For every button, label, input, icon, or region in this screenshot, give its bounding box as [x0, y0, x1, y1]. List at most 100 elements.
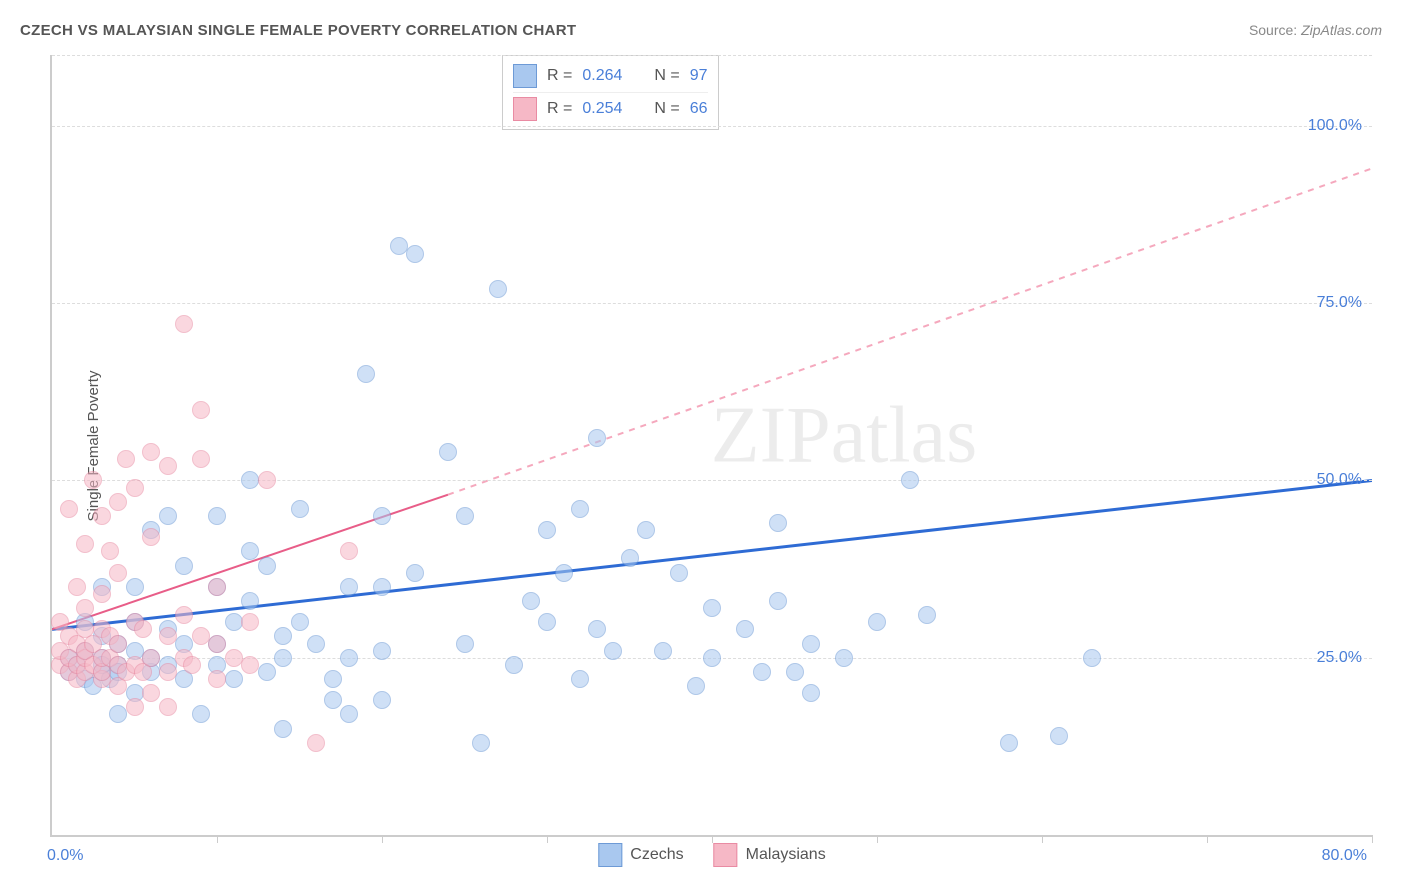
chart-title: CZECH VS MALAYSIAN SINGLE FEMALE POVERTY… — [20, 22, 576, 39]
data-point — [208, 635, 226, 653]
data-point — [274, 627, 292, 645]
data-point — [208, 507, 226, 525]
data-point — [241, 542, 259, 560]
data-point — [538, 521, 556, 539]
legend-item: Malaysians — [714, 843, 826, 867]
data-point — [241, 656, 259, 674]
data-point — [241, 613, 259, 631]
y-tick-label: 100.0% — [1308, 117, 1362, 135]
data-point — [192, 401, 210, 419]
gridline — [52, 303, 1372, 304]
data-point — [258, 557, 276, 575]
data-point — [588, 620, 606, 638]
source-attribution: Source: ZipAtlas.com — [1249, 22, 1382, 38]
y-tick-label: 50.0% — [1317, 471, 1362, 489]
legend-swatch — [714, 843, 738, 867]
data-point — [637, 521, 655, 539]
x-tick — [1372, 835, 1373, 843]
data-point — [258, 471, 276, 489]
watermark-text: ZIPatlas — [711, 391, 978, 479]
data-point — [109, 635, 127, 653]
data-point — [1000, 734, 1018, 752]
legend-stat-row: R =0.254N =66 — [513, 92, 708, 123]
data-point — [868, 613, 886, 631]
data-point — [192, 450, 210, 468]
data-point — [786, 663, 804, 681]
x-tick — [1042, 835, 1043, 843]
gridline — [52, 126, 1372, 127]
data-point — [159, 457, 177, 475]
data-point — [126, 698, 144, 716]
x-tick — [712, 835, 713, 843]
data-point — [538, 613, 556, 631]
x-tick — [1207, 835, 1208, 843]
source-value: ZipAtlas.com — [1301, 22, 1382, 38]
data-point — [456, 507, 474, 525]
data-point — [241, 471, 259, 489]
chart-container: CZECH VS MALAYSIAN SINGLE FEMALE POVERTY… — [0, 0, 1406, 892]
data-point — [439, 443, 457, 461]
data-point — [340, 705, 358, 723]
watermark: ZIPatlas — [711, 390, 978, 481]
data-point — [324, 670, 342, 688]
data-point — [670, 564, 688, 582]
n-value: 66 — [690, 100, 708, 118]
data-point — [175, 315, 193, 333]
data-point — [117, 450, 135, 468]
x-axis-max-label: 80.0% — [1322, 847, 1367, 865]
legend-label: Malaysians — [746, 846, 826, 864]
n-value: 97 — [690, 67, 708, 85]
data-point — [208, 670, 226, 688]
data-point — [109, 564, 127, 582]
data-point — [588, 429, 606, 447]
r-value: 0.264 — [582, 67, 622, 85]
data-point — [340, 542, 358, 560]
data-point — [1083, 649, 1101, 667]
data-point — [802, 684, 820, 702]
x-tick — [877, 835, 878, 843]
data-point — [769, 514, 787, 532]
data-point — [93, 585, 111, 603]
x-tick — [217, 835, 218, 843]
data-point — [505, 656, 523, 674]
data-point — [703, 649, 721, 667]
data-point — [208, 578, 226, 596]
data-point — [307, 635, 325, 653]
data-point — [406, 245, 424, 263]
data-point — [192, 705, 210, 723]
data-point — [901, 471, 919, 489]
n-label: N = — [654, 100, 679, 118]
r-label: R = — [547, 100, 572, 118]
data-point — [159, 663, 177, 681]
x-tick — [382, 835, 383, 843]
legend-item: Czechs — [598, 843, 683, 867]
legend-stats: R =0.264N =97R =0.254N =66 — [502, 55, 719, 130]
data-point — [142, 443, 160, 461]
data-point — [142, 528, 160, 546]
data-point — [571, 670, 589, 688]
data-point — [291, 500, 309, 518]
x-tick — [547, 835, 548, 843]
data-point — [258, 663, 276, 681]
data-point — [835, 649, 853, 667]
data-point — [84, 471, 102, 489]
plot-area: ZIPatlas R =0.264N =97R =0.254N =66 Czec… — [50, 55, 1372, 837]
data-point — [76, 535, 94, 553]
y-tick-label: 25.0% — [1317, 649, 1362, 667]
data-point — [654, 642, 672, 660]
data-point — [621, 549, 639, 567]
x-axis-min-label: 0.0% — [47, 847, 83, 865]
legend-series: Czechs Malaysians — [598, 843, 825, 867]
data-point — [241, 592, 259, 610]
data-point — [93, 507, 111, 525]
data-point — [192, 627, 210, 645]
legend-swatch — [513, 97, 537, 121]
data-point — [456, 635, 474, 653]
data-point — [101, 542, 119, 560]
data-point — [175, 557, 193, 575]
legend-swatch — [513, 64, 537, 88]
data-point — [134, 620, 152, 638]
data-point — [68, 578, 86, 596]
data-point — [126, 578, 144, 596]
legend-swatch — [598, 843, 622, 867]
